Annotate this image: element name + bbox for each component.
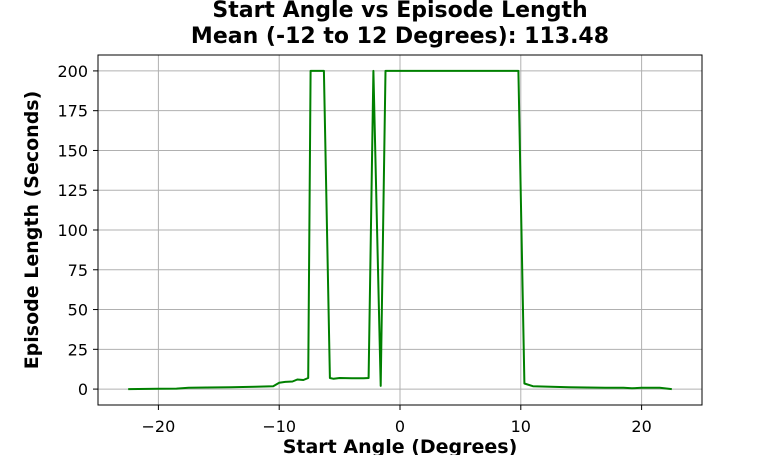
x-tick-label: −10: [262, 417, 296, 436]
data-series: [128, 69, 672, 391]
x-tick-label: 20: [631, 417, 651, 436]
y-tick-label: 125: [57, 181, 88, 200]
y-tick-label: 50: [68, 301, 88, 320]
y-tick-label: 150: [57, 141, 88, 160]
x-tick-label: 10: [511, 417, 531, 436]
y-tick-label: 175: [57, 102, 88, 121]
x-tick-label: −20: [142, 417, 176, 436]
y-tick-label: 0: [78, 380, 88, 399]
x-axis-label: Start Angle (Degrees): [283, 436, 518, 455]
y-tick-label: 100: [57, 221, 88, 240]
y-tick-label: 75: [68, 261, 88, 280]
episode-length-line: [128, 69, 672, 391]
y-tick-label: 200: [57, 62, 88, 81]
grid-lines: [98, 55, 702, 405]
chart-title-line1: Start Angle vs Episode Length: [212, 0, 587, 23]
y-tick-label: 25: [68, 340, 88, 359]
chart-title-line2: Mean (-12 to 12 Degrees): 113.48: [191, 24, 609, 49]
x-tick-label: 0: [395, 417, 405, 436]
y-axis-label: Episode Length (Seconds): [21, 91, 43, 370]
